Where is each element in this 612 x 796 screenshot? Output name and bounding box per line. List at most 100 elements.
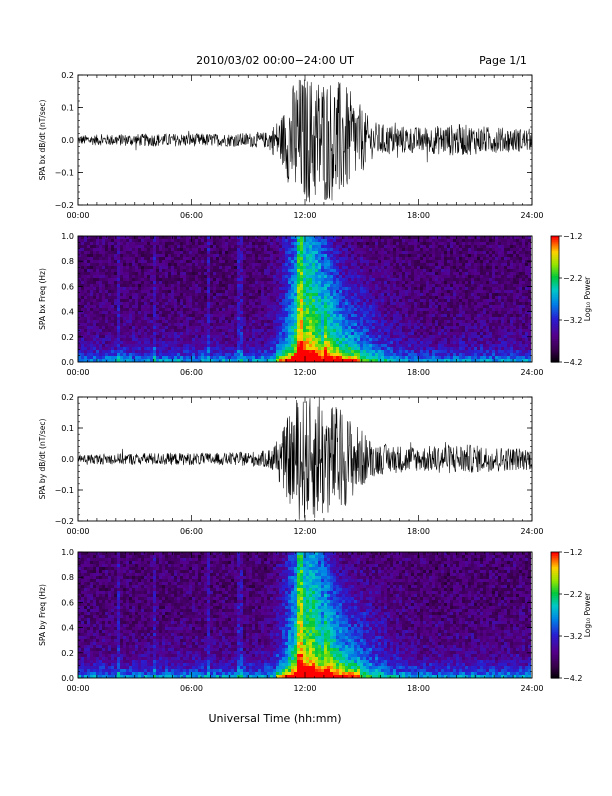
- spectrogram-cell: [444, 296, 447, 299]
- spectrogram-cell: [318, 260, 321, 263]
- spectrogram-cell: [99, 293, 102, 296]
- spectrogram-cell: [282, 314, 285, 317]
- spectrogram-cell: [498, 293, 501, 296]
- spectrogram-cell: [198, 257, 201, 260]
- spectrogram-cell: [117, 314, 120, 317]
- spectrogram-cell: [429, 299, 432, 302]
- spectrogram-cell: [429, 239, 432, 242]
- spectrogram-cell: [273, 287, 276, 290]
- spectrogram-cell: [486, 269, 489, 272]
- spectrogram-cell: [429, 326, 432, 329]
- spectrogram-cell: [483, 305, 486, 308]
- spectrogram-cell: [300, 284, 303, 287]
- spectrogram-cell: [465, 326, 468, 329]
- spectrogram-cell: [459, 323, 462, 326]
- spectrogram-cell: [354, 329, 357, 332]
- spectrogram-cell: [93, 287, 96, 290]
- spectrogram-cell: [243, 320, 246, 323]
- spectrogram-cell: [267, 320, 270, 323]
- spectrogram-cell: [456, 287, 459, 290]
- spectrogram-cell: [87, 239, 90, 242]
- spectrogram-cell: [258, 242, 261, 245]
- spectrogram-cell: [261, 242, 264, 245]
- spectrogram-cell: [363, 317, 366, 320]
- spectrogram-cell: [441, 260, 444, 263]
- spectrogram-cell: [138, 257, 141, 260]
- spectrogram-cell: [237, 275, 240, 278]
- spectrogram-cell: [477, 329, 480, 332]
- spectrogram-cell: [222, 239, 225, 242]
- spectrogram-cell: [486, 257, 489, 260]
- spectrogram-cell: [168, 278, 171, 281]
- spectrogram-cell: [138, 251, 141, 254]
- spectrogram-cell: [243, 278, 246, 281]
- spectrogram-cell: [507, 323, 510, 326]
- spectrogram-cell: [144, 320, 147, 323]
- spectrogram-cell: [444, 281, 447, 284]
- spectrogram-cell: [180, 242, 183, 245]
- spectrogram-cell: [450, 254, 453, 257]
- spectrogram-cell: [351, 278, 354, 281]
- spectrogram-cell: [450, 320, 453, 323]
- spectrogram-cell: [393, 296, 396, 299]
- spectrogram-cell: [219, 269, 222, 272]
- spectrogram-cell: [150, 305, 153, 308]
- spectrogram-cell: [528, 245, 531, 248]
- spectrogram-cell: [90, 320, 93, 323]
- spectrogram-cell: [369, 305, 372, 308]
- spectrogram-cell: [402, 323, 405, 326]
- spectrogram-cell: [498, 308, 501, 311]
- spectrogram-cell: [441, 281, 444, 284]
- spectrogram-cell: [108, 326, 111, 329]
- spectrogram-cell: [456, 296, 459, 299]
- spectrogram-cell: [375, 251, 378, 254]
- spectrogram-cell: [414, 251, 417, 254]
- spectrogram-cell: [87, 275, 90, 278]
- spectrogram-cell: [477, 296, 480, 299]
- spectrogram-cell: [129, 287, 132, 290]
- spectrogram-cell: [351, 320, 354, 323]
- spectrogram-cell: [525, 272, 528, 275]
- spectrogram-cell: [195, 275, 198, 278]
- spectrogram-cell: [381, 299, 384, 302]
- spectrogram-cell: [453, 284, 456, 287]
- spectrogram-cell: [231, 329, 234, 332]
- spectrogram-cell: [213, 287, 216, 290]
- spectrogram-cell: [294, 317, 297, 320]
- spectrogram-cell: [480, 278, 483, 281]
- spectrogram-cell: [126, 329, 129, 332]
- spectrogram-cell: [393, 275, 396, 278]
- spectrogram-cell: [204, 296, 207, 299]
- spectrogram-cell: [441, 278, 444, 281]
- spectrogram-cell: [123, 272, 126, 275]
- spectrogram-cell: [84, 302, 87, 305]
- spectrogram-cell: [111, 239, 114, 242]
- spectrogram-cell: [369, 257, 372, 260]
- spectrogram-cell: [363, 329, 366, 332]
- spectrogram-cell: [510, 278, 513, 281]
- spectrogram-cell: [489, 287, 492, 290]
- spectrogram-cell: [252, 284, 255, 287]
- spectrogram-cell: [510, 320, 513, 323]
- spectrogram-cell: [327, 299, 330, 302]
- spectrogram-cell: [99, 269, 102, 272]
- spectrogram-cell: [168, 287, 171, 290]
- spectrogram-cell: [105, 317, 108, 320]
- spectrogram-cell: [180, 260, 183, 263]
- spectrogram-cell: [126, 269, 129, 272]
- spectrogram-cell: [285, 275, 288, 278]
- spectrogram-cell: [507, 248, 510, 251]
- spectrogram-cell: [198, 269, 201, 272]
- spectrogram-cell: [228, 320, 231, 323]
- spectrogram-cell: [114, 263, 117, 266]
- spectrogram-cell: [504, 248, 507, 251]
- spectrogram-cell: [483, 293, 486, 296]
- spectrogram-cell: [363, 257, 366, 260]
- spectrogram-cell: [459, 314, 462, 317]
- spectrogram-cell: [519, 275, 522, 278]
- y-tick-label: 0.2: [61, 71, 74, 80]
- spectrogram-cell: [174, 254, 177, 257]
- spectrogram-cell: [132, 245, 135, 248]
- spectrogram-cell: [333, 314, 336, 317]
- spectrogram-cell: [312, 266, 315, 269]
